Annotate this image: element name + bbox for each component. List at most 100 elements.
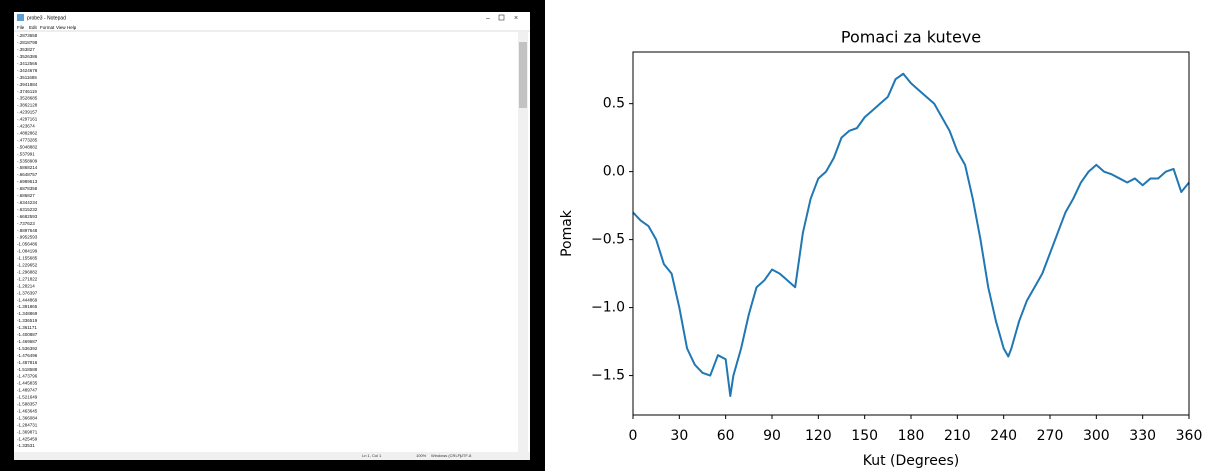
text-line: -.3526386 [17,54,38,59]
y-tick-label: −0.5 [591,232,625,248]
x-tick-label: 360 [1176,428,1203,444]
status-item: Ln 1, Col 1 [362,453,382,458]
text-line: -.3746119 [17,89,37,94]
text-line: -.5358909 [17,158,38,163]
text-line: -.4297161 [17,117,38,122]
text-line: -1.369871 [17,429,38,434]
text-line: -1.588357 [17,402,38,407]
text-line: -1.521649 [17,395,38,400]
text-line: -1.489747 [17,388,38,393]
text-line: -.3424678 [17,68,38,73]
status-item: Windows (CRLF) [431,453,462,458]
text-line: -.2873658 [17,33,38,38]
menu-item[interactable]: Format [40,25,55,30]
text-line: -1.487816 [17,360,38,365]
text-line: -1.473796 [17,374,38,379]
x-tick-label: 90 [763,428,781,444]
x-tick-label: 180 [898,428,925,444]
x-tick-label: 300 [1083,428,1110,444]
maximize[interactable] [498,14,505,21]
text-line: -1.296882 [17,269,38,274]
title-bar [14,12,530,24]
menu-item[interactable]: Edit [29,25,38,30]
status-item: UTF-8 [460,453,472,458]
text-line: -.4882862 [17,130,38,135]
text-line: -1.376397 [17,290,38,295]
status-bar [14,452,530,460]
y-tick-label: 0.0 [603,164,625,180]
text-line: -1.536392 [17,346,38,351]
text-line: -.6878358 [17,186,38,191]
text-line: -1.463645 [17,408,38,413]
text-line: -.6682593 [17,214,38,219]
text-line: -1.084199 [17,249,38,254]
menu-item[interactable]: View [56,25,66,30]
text-line: -.4239157 [17,110,38,115]
text-line: -.6989513 [17,179,38,184]
notepad-window [14,12,530,460]
text-line: -.3412566 [17,61,38,66]
y-tick-label: −1.5 [591,368,625,384]
text-line: -.9952593 [17,235,38,240]
x-axis-label: Kut (Degrees) [863,453,959,469]
x-tick-label: 270 [1037,428,1064,444]
text-line: -1.469687 [17,339,38,344]
text-line: -.4773285 [17,137,38,142]
text-line: -.737623 [17,221,35,226]
text-line: -.5868214 [17,165,38,170]
text-line: -1.336519 [17,318,38,323]
text-line: -.537991 [17,151,35,156]
text-line: -.686827 [17,193,35,198]
text-line: -.6315232 [17,207,38,212]
text-line: -1.271822 [17,276,38,281]
data-line [632,72,1190,397]
plot-frame [632,51,1190,416]
y-tick-label: −1.0 [591,300,625,316]
window-title: probe3 - Notepad [27,15,66,21]
scroll-thumb[interactable] [519,42,527,108]
x-tick-label: 240 [990,428,1017,444]
text-line: -1.361171 [17,325,37,330]
text-line: -.2818798 [17,40,38,45]
text-line: -.353827 [17,47,35,52]
text-line: -1.444869 [17,297,38,302]
y-tick-label: 0.5 [603,96,625,112]
status-item: 100% [416,453,427,458]
text-line: -1.476496 [17,353,38,358]
menu-item[interactable]: File [17,25,25,30]
text-line: -.3862128 [17,103,38,108]
x-tick-label: 0 [629,428,638,444]
chart-title: Pomaci za kuteve [841,28,981,47]
text-line: -1.33531 [17,443,35,448]
text-line: -.423674 [17,124,35,129]
scrollbar[interactable] [518,32,528,452]
text-line: -1.28214 [17,283,35,288]
x-tick-label: 120 [805,428,832,444]
text-line: -.5048882 [17,144,38,149]
x-tick-label: 330 [1129,428,1156,444]
text-line: -1.155685 [17,256,38,261]
close[interactable]: × [514,15,518,22]
text-line: -.8897648 [17,228,38,233]
text-line: -.3511685 [17,75,37,80]
text-line: -.3528685 [17,96,38,101]
app-icon [17,14,24,21]
minimize[interactable]: – [486,15,490,22]
y-axis-label: Pomak [559,209,575,257]
text-line: -1.348869 [17,311,38,316]
text-line: -.6344234 [17,200,38,205]
x-tick-label: 60 [717,428,735,444]
text-line: -1.391865 [17,304,38,309]
text-line: -1.400887 [17,332,38,337]
x-tick-label: 30 [670,428,688,444]
text-line: -1.366084 [17,415,38,420]
x-tick-label: 210 [944,428,971,444]
text-line: -.6648757 [17,172,38,177]
text-line: -1.284731 [17,422,38,427]
text-line: -1.229652 [17,263,38,268]
text-line: -1.518588 [17,367,38,372]
x-tick-label: 150 [851,428,878,444]
text-line: -.3941884 [17,82,38,87]
menu-item[interactable]: Help [67,25,77,30]
